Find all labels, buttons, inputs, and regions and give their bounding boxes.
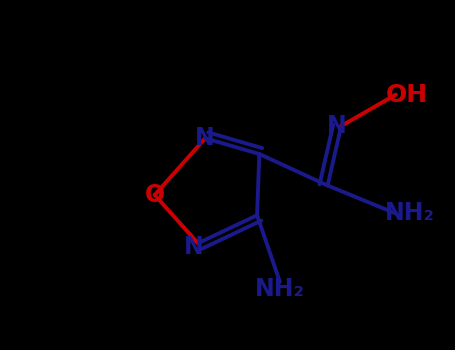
Text: N: N <box>327 114 347 138</box>
Text: N: N <box>183 235 203 259</box>
Text: NH₂: NH₂ <box>384 202 435 225</box>
Text: O: O <box>145 183 165 207</box>
Text: NH₂: NH₂ <box>255 277 305 301</box>
Text: N: N <box>195 126 215 150</box>
Text: OH: OH <box>386 83 428 106</box>
